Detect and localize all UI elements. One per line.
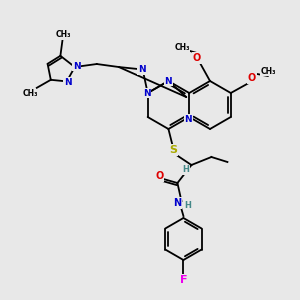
Text: N: N bbox=[165, 76, 172, 85]
Text: N: N bbox=[138, 65, 146, 74]
Text: N: N bbox=[143, 88, 151, 98]
Text: CH₃: CH₃ bbox=[174, 44, 190, 52]
Text: N: N bbox=[165, 76, 172, 85]
Text: O: O bbox=[155, 171, 164, 181]
Text: N: N bbox=[173, 198, 181, 208]
Text: CH₃: CH₃ bbox=[261, 67, 277, 76]
Text: O: O bbox=[193, 53, 201, 63]
Text: O: O bbox=[248, 73, 256, 83]
Text: S: S bbox=[169, 145, 177, 155]
Text: H: H bbox=[184, 200, 191, 209]
Text: CH₃: CH₃ bbox=[56, 30, 71, 39]
Text: N: N bbox=[73, 61, 81, 70]
Text: CH₃: CH₃ bbox=[23, 89, 38, 98]
Text: N: N bbox=[64, 78, 72, 87]
Text: F: F bbox=[180, 275, 187, 285]
Text: H: H bbox=[182, 166, 189, 175]
Text: N: N bbox=[184, 115, 192, 124]
